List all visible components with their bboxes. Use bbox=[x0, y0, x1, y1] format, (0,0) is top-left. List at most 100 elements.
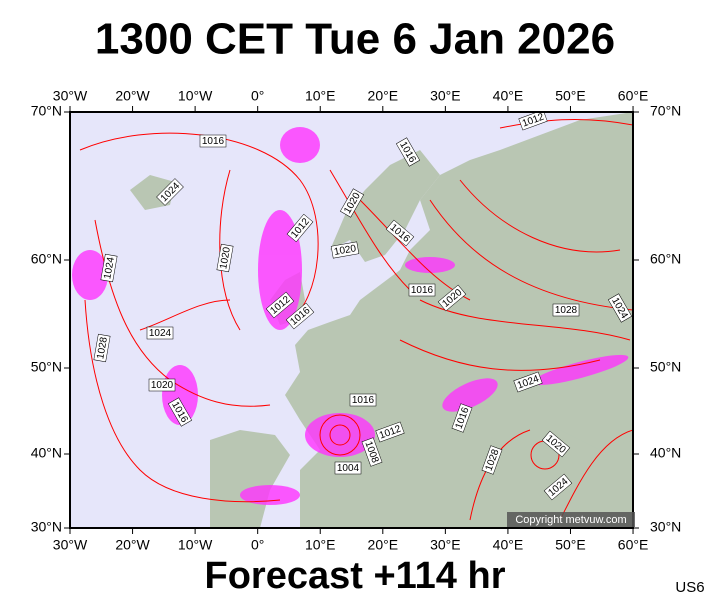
isobar-label-box bbox=[395, 137, 421, 167]
longitude-label: 40°E bbox=[493, 537, 524, 553]
isobar-label-box bbox=[146, 326, 174, 340]
isobar-label-box bbox=[286, 213, 314, 243]
isobar-label-box bbox=[167, 397, 193, 427]
longitude-label: 20°E bbox=[368, 88, 399, 104]
isobar-label-text: 1004 bbox=[337, 463, 360, 474]
longitude-label: 40°E bbox=[493, 88, 524, 104]
isobar-label: 1004 bbox=[334, 461, 362, 475]
longitude-label: 30°W bbox=[53, 88, 88, 104]
longitude-label: 60°E bbox=[618, 537, 649, 553]
copyright: Copyright metvuw.com bbox=[515, 514, 626, 526]
longitude-label: 20°E bbox=[368, 537, 399, 553]
precip-area bbox=[442, 378, 498, 412]
latitude-label: 70°N bbox=[31, 103, 62, 119]
isobar bbox=[139, 299, 231, 331]
isobar-label-box bbox=[552, 303, 580, 317]
isobar-label-box bbox=[330, 241, 360, 259]
isobar-label-text: 1016 bbox=[202, 136, 225, 147]
isobar bbox=[84, 299, 281, 503]
isobar bbox=[79, 132, 319, 321]
map-area: 1016102410121020102410121016102410281020… bbox=[70, 112, 633, 528]
isobar bbox=[329, 424, 351, 446]
longitude-label: 60°E bbox=[618, 88, 649, 104]
precip-area bbox=[405, 257, 455, 273]
land-middle-east bbox=[480, 430, 633, 528]
isobar-label-box bbox=[543, 473, 573, 501]
latitude-label: 40°N bbox=[650, 445, 681, 461]
longitude-label: 10°W bbox=[178, 537, 213, 553]
isobar-label-box bbox=[285, 302, 315, 330]
model-code: US6 bbox=[675, 579, 704, 596]
longitude-label: 10°E bbox=[305, 88, 336, 104]
isobar-label: 1024 bbox=[146, 326, 174, 340]
latitude-label: 50°N bbox=[650, 359, 681, 375]
longitude-label: 30°E bbox=[430, 537, 461, 553]
isobar bbox=[559, 429, 633, 521]
precip-area bbox=[240, 485, 300, 505]
map-frame bbox=[69, 111, 634, 529]
latitude-label: 30°N bbox=[31, 519, 62, 535]
land-iberia bbox=[210, 430, 290, 528]
longitude-label: 50°E bbox=[555, 537, 586, 553]
precip-area bbox=[72, 250, 108, 300]
isobar-label-box bbox=[216, 243, 234, 273]
isobar bbox=[429, 199, 633, 311]
isobar-label-text: 1028 bbox=[95, 336, 110, 360]
latitude-label: 40°N bbox=[31, 445, 62, 461]
isobar-label-box bbox=[349, 393, 377, 407]
isobar-label-text: 1024 bbox=[149, 328, 172, 339]
isobar-label-box bbox=[481, 445, 503, 475]
isobar-labels: 1016102410121020102410121016102410281020… bbox=[93, 112, 633, 501]
isobar-label-box bbox=[541, 430, 571, 458]
isobar-label-text: 1020 bbox=[151, 380, 174, 391]
isobar-label-box bbox=[518, 112, 548, 131]
isobar-label: 1028 bbox=[552, 303, 580, 317]
isobar-label: 1020 bbox=[148, 378, 176, 392]
isobar-label: 1016 bbox=[349, 393, 377, 407]
isobar-label-text: 1016 bbox=[411, 285, 434, 296]
axis-labels: 30°W 30°W 20°W 20°W 10°W 10°W 0° 0° 10°E 10°E 20°E… bbox=[31, 88, 682, 553]
isobar-label-box bbox=[156, 178, 184, 206]
isobar-label-box bbox=[339, 188, 365, 218]
longitude-label: 50°E bbox=[555, 88, 586, 104]
isobar-label-box bbox=[93, 333, 111, 363]
latitude-label: 60°N bbox=[31, 251, 62, 267]
isobar bbox=[419, 299, 631, 341]
longitude-label: 20°W bbox=[115, 88, 150, 104]
isobar-label: 1016 bbox=[408, 283, 436, 297]
isobar-label-box bbox=[148, 378, 176, 392]
precip-area bbox=[305, 413, 375, 457]
longitude-label: 10°W bbox=[178, 88, 213, 104]
isobar bbox=[459, 179, 621, 253]
isobar-label-box bbox=[607, 293, 633, 323]
latitude-label: 70°N bbox=[650, 103, 681, 119]
isobar-label-box bbox=[100, 253, 118, 283]
longitude-label: 30°E bbox=[430, 88, 461, 104]
isobar-label-box bbox=[513, 371, 543, 393]
longitude-label: 20°W bbox=[115, 537, 150, 553]
land-eurasia bbox=[285, 112, 633, 528]
isobar-label-box bbox=[437, 284, 467, 312]
isobar-label-text: 1024 bbox=[102, 256, 117, 280]
longitude-label: 30°W bbox=[53, 537, 88, 553]
isobar-label: 1020 bbox=[216, 243, 234, 273]
isobar-label-box bbox=[385, 219, 415, 247]
precip-area bbox=[531, 354, 629, 386]
longitude-label: 0° bbox=[251, 88, 264, 104]
latitude-label: 30°N bbox=[650, 519, 681, 535]
isobar-label-box bbox=[451, 403, 473, 433]
isobar bbox=[499, 118, 633, 129]
isobar-label-text: 1016 bbox=[352, 395, 375, 406]
longitude-label: 0° bbox=[251, 537, 264, 553]
land-scandinavia bbox=[330, 150, 440, 262]
isobar-label: 1028 bbox=[93, 333, 111, 363]
isobar-label: 1024 bbox=[100, 253, 118, 283]
isobar-label-text: 1020 bbox=[218, 246, 233, 270]
copyright-box bbox=[507, 512, 635, 527]
forecast-label: Forecast +114 hr bbox=[204, 555, 505, 597]
isobar-label-text: 1020 bbox=[333, 243, 357, 258]
isobar-label-box bbox=[361, 437, 383, 467]
isobar bbox=[399, 339, 601, 371]
latitude-label: 50°N bbox=[31, 359, 62, 375]
